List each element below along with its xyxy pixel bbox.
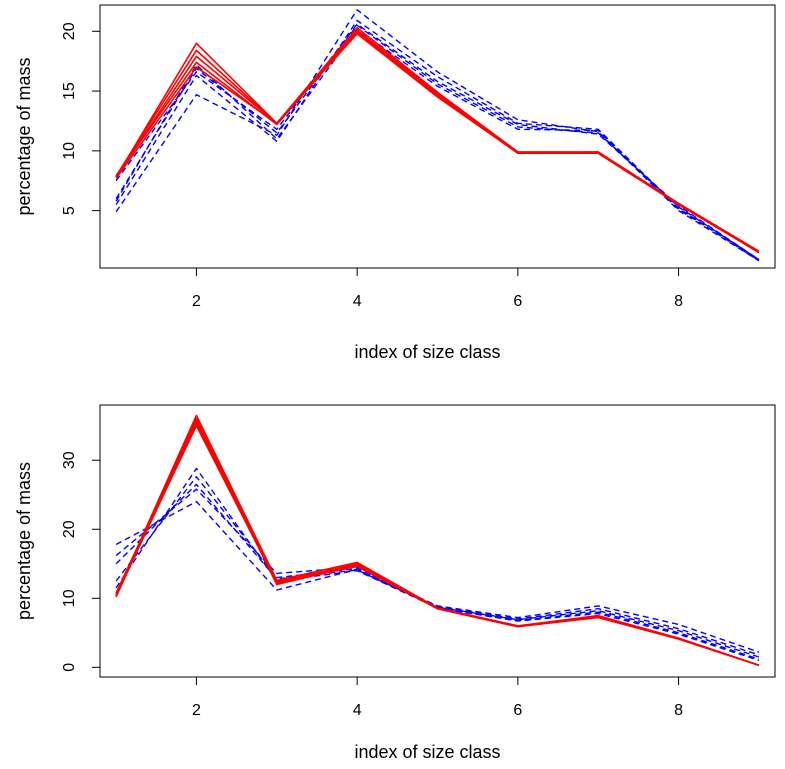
bottom-chart-panel: 2 4 6 8 0 10 20 30 index of size class percentage…: [14, 404, 776, 762]
chart-1-series-8-line: [115, 476, 760, 660]
chart-1-series-7-line: [115, 483, 760, 658]
chart-0-series-5-line: [115, 9, 760, 262]
chart-0-x-tick-label: 4: [353, 293, 362, 310]
chart-1-y-tick-label: 10: [61, 589, 78, 607]
chart-0-y-tick-label: 15: [61, 82, 78, 100]
chart-0-x-tick-label: 8: [674, 293, 683, 310]
top-chart-panel: 2 4 6 8 5 10 15 20 index of size class percentage…: [14, 4, 776, 362]
chart-0-series-0-line: [115, 26, 760, 252]
chart-1-x-tick-label: 6: [513, 702, 522, 719]
chart-1-x-tick-label: 4: [353, 702, 362, 719]
chart-0-y-axis-title: percentage of mass: [14, 57, 34, 215]
chart-0-series-7-line: [115, 24, 760, 261]
chart-0-series-6-line: [115, 19, 760, 262]
chart-0-series-9-line: [115, 23, 760, 261]
chart-0-y-tick-label: 20: [61, 22, 78, 40]
chart-1-series-9-line: [115, 467, 760, 662]
chart-0-series-8-line: [115, 28, 760, 261]
chart-0-x-tick-label: 6: [513, 293, 522, 310]
chart-0-series-4-line: [115, 32, 760, 254]
chart-1-x-axis-title: index of size class: [354, 742, 500, 762]
chart-1-y-tick-label: 30: [61, 451, 78, 469]
chart-0-x-tick-label: 2: [192, 293, 201, 310]
chart-0-y-tick-label: 5: [61, 206, 78, 215]
chart-1-y-tick-label: 0: [61, 663, 78, 672]
chart-0-plot-frame: [99, 4, 776, 269]
chart-1-series-3-line: [115, 423, 760, 667]
chart-1-plot-frame: [99, 404, 776, 678]
chart-1-series-6-line: [115, 488, 760, 656]
chart-0-y-tick-label: 10: [61, 142, 78, 160]
chart-1-x-tick-label: 8: [674, 702, 683, 719]
chart-1-series-4-line: [115, 424, 760, 667]
chart-1-x-tick-label: 2: [192, 702, 201, 719]
chart-0-x-axis-title: index of size class: [354, 342, 500, 362]
chart-1-y-tick-label: 20: [61, 520, 78, 538]
chart-1-y-axis-title: percentage of mass: [14, 462, 34, 620]
chart-0-series-1-line: [115, 29, 760, 252]
